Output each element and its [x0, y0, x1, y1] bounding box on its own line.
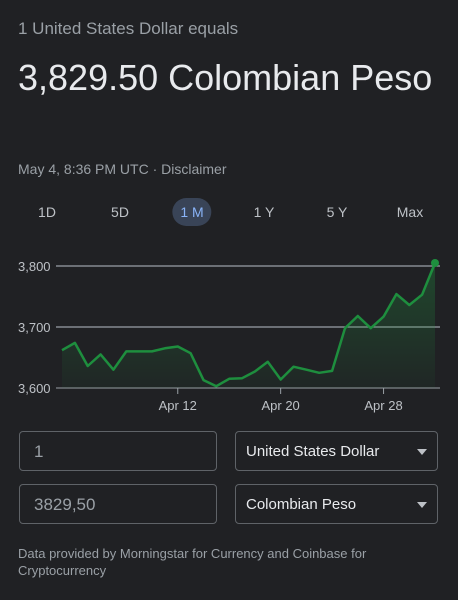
from-currency-value: United States Dollar: [246, 443, 380, 460]
dropdown-arrow-icon: [417, 502, 427, 508]
chart-data-point: [240, 376, 244, 380]
chart-data-point: [124, 349, 128, 353]
chart-data-point: [86, 364, 90, 368]
chart-current-point: [431, 258, 439, 267]
from-amount-value: 1: [34, 442, 44, 461]
timestamp: May 4, 8:36 PM UTC ·: [18, 161, 162, 177]
chart-data-point: [394, 292, 398, 296]
chart-data-point: [330, 369, 334, 373]
to-amount-value: 3829,50: [34, 495, 96, 514]
x-tick-label: Apr 20: [261, 398, 299, 413]
from-amount-input[interactable]: 1: [19, 431, 217, 471]
chart-data-point: [73, 341, 77, 345]
timestamp-line: May 4, 8:36 PM UTC · Disclaimer: [18, 161, 227, 177]
y-tick-label: 3,800: [18, 259, 51, 274]
chart-series-line: [61, 262, 437, 388]
range-tabs: 1D 5D 1 M 1 Y 5 Y Max: [0, 198, 458, 226]
y-tick-label: 3,700: [18, 320, 51, 335]
chart-data-point: [227, 377, 231, 381]
tab-1m[interactable]: 1 M: [172, 198, 212, 226]
to-amount-input[interactable]: 3829,50: [19, 484, 217, 524]
chart-data-point: [150, 349, 154, 353]
chart-data-point: [304, 368, 308, 372]
chart-data-point: [99, 352, 103, 356]
chart-data-point: [369, 326, 373, 330]
chart-data-point: [60, 348, 64, 352]
data-source-footnote: Data provided by Morningstar for Currenc…: [18, 546, 367, 578]
from-currency-select[interactable]: United States Dollar: [235, 431, 438, 471]
chart-data-point: [382, 315, 386, 319]
chart-data-point: [407, 303, 411, 307]
chart-data-point: [137, 349, 141, 353]
chart-data-point: [356, 314, 360, 318]
chart-area-fill: [62, 263, 435, 388]
chart-data-point: [201, 378, 205, 382]
chart-data-point: [266, 360, 270, 364]
tab-5d[interactable]: 5D: [111, 204, 129, 220]
to-currency-value: Colombian Peso: [246, 496, 357, 513]
dropdown-arrow-icon: [417, 449, 427, 455]
chart-data-point: [317, 371, 321, 375]
chart-data-point: [420, 293, 424, 297]
x-tick-label: Apr 12: [159, 398, 197, 413]
chart-data-point: [111, 368, 115, 372]
tab-1y[interactable]: 1 Y: [253, 204, 275, 220]
chart-data-point: [279, 377, 283, 381]
tab-max[interactable]: Max: [396, 204, 424, 220]
y-tick-label: 3,600: [18, 381, 51, 396]
chart-data-point: [176, 345, 180, 349]
x-tick-label: Apr 28: [364, 398, 402, 413]
exchange-rate-chart[interactable]: 3,800 3,700 3,600 Apr 12 Apr 20 Apr 28: [0, 240, 458, 420]
chart-data-point: [163, 346, 167, 350]
exchange-rate-value: 3,829.50 Colombian Peso: [18, 57, 433, 98]
chart-data-point: [292, 365, 296, 369]
to-currency-select[interactable]: Colombian Peso: [235, 484, 438, 524]
chart-data-point: [189, 351, 193, 355]
chart-data-point: [343, 326, 347, 330]
chart-data-point: [253, 370, 257, 374]
tab-1d[interactable]: 1D: [38, 204, 56, 220]
disclaimer-link[interactable]: Disclaimer: [161, 161, 227, 177]
chart-data-point: [214, 384, 218, 388]
conversion-subtitle: 1 United States Dollar equals: [18, 19, 239, 38]
tab-5y[interactable]: 5 Y: [326, 204, 348, 220]
